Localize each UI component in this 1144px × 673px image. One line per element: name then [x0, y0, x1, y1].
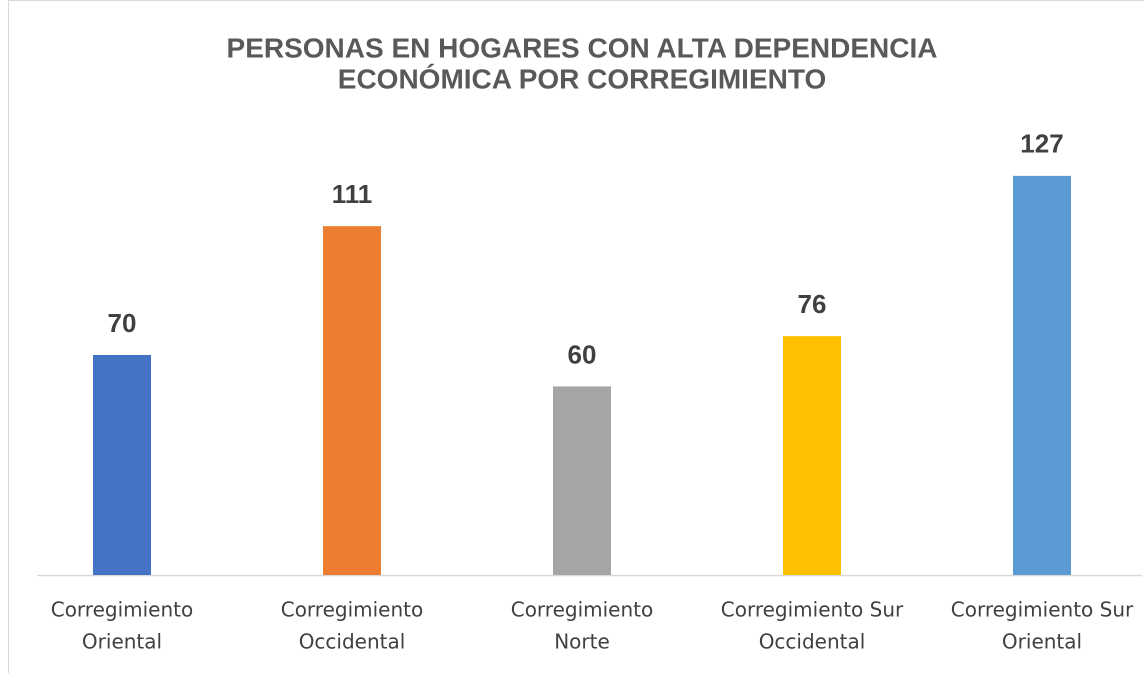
x-tick-label: Corregimiento [281, 598, 424, 622]
value-label: 127 [1020, 129, 1063, 159]
chart-frame [8, 0, 1144, 673]
bar [1013, 175, 1071, 575]
value-label: 60 [568, 339, 597, 369]
chart-title: ECONÓMICA POR CORREGIMIENTO [338, 63, 826, 94]
bar [323, 226, 381, 575]
x-tick-label: Oriental [82, 630, 162, 654]
value-label: 70 [108, 308, 137, 338]
bar [93, 355, 151, 575]
x-tick-label: Corregimiento Sur [951, 598, 1134, 622]
bar [783, 336, 841, 575]
value-label: 76 [798, 289, 827, 319]
x-tick-label: Corregimiento [511, 598, 654, 622]
x-tick-label: Oriental [1002, 630, 1082, 654]
x-tick-label: Norte [554, 630, 610, 654]
x-tick-label: Occidental [759, 630, 866, 654]
value-label: 111 [332, 179, 373, 209]
bar [553, 386, 611, 575]
x-tick-label: Corregimiento [51, 598, 194, 622]
x-tick-label: Occidental [299, 630, 406, 654]
x-tick-label: Corregimiento Sur [721, 598, 904, 622]
chart-title: PERSONAS EN HOGARES CON ALTA DEPENDENCIA [227, 32, 938, 63]
